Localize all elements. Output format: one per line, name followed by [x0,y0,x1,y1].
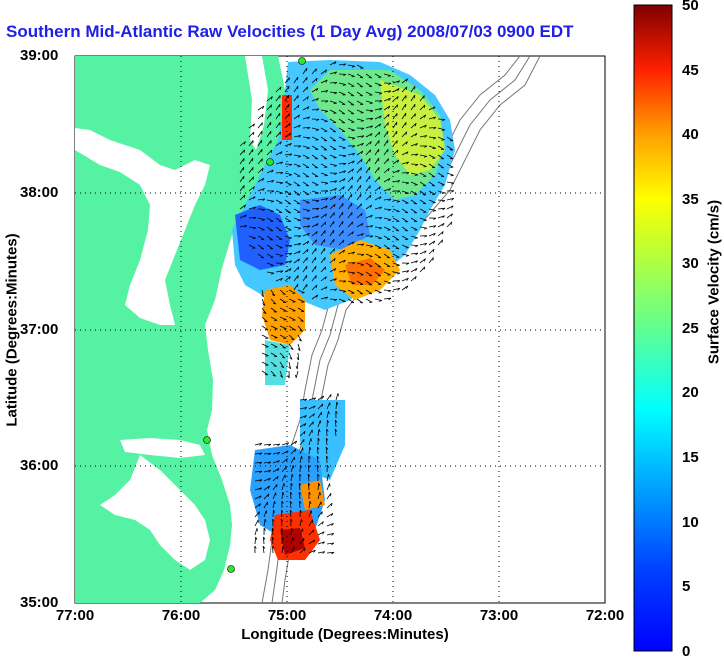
x-axis-label: Longitude (Degrees:Minutes) [150,626,540,643]
velocity-arrow-head [406,193,409,194]
colorbar-tick: 15 [682,449,699,466]
colorbar-tick: 30 [682,255,699,272]
colorbar-tick: 40 [682,126,699,143]
velocity-arrow-head [259,512,260,515]
velocity-arrow-head [352,76,355,77]
velocity-arrow-head [322,512,323,515]
velocity-arrow-head [307,258,308,261]
velocity-arrow-head [379,238,382,239]
velocity-arrow-head [311,510,312,513]
colorbar-tick: 10 [682,514,699,531]
colorbar-tick: 20 [682,384,699,401]
x-tick-label: 73:00 [469,607,529,624]
velocity-arrow-head [289,114,290,117]
velocity-arrow-head [289,78,290,81]
velocity-arrow-head [433,148,436,149]
velocity-arrow [411,164,418,165]
velocity-arrow-head [424,96,425,99]
velocity-arrow-head [343,231,344,234]
colorbar-tick: 45 [682,62,699,79]
velocity-arrow-head [397,265,400,266]
velocity-arrow-head [262,159,263,162]
velocity-arrow-head [283,294,286,295]
velocity-arrow-head [325,121,328,122]
velocity-arrow [384,209,391,210]
colorbar-label: Surface Velocity (cm/s) [706,200,723,364]
y-axis-label: Latitude (Degrees:Minutes) [4,233,21,426]
station-marker [228,566,235,573]
y-tick-label: 36:00 [20,457,72,474]
velocity-arrow-head [451,175,454,176]
velocity-arrow-head [271,211,274,212]
velocity-arrow [357,254,364,255]
velocity-arrow-head [397,141,398,144]
y-tick-label: 37:00 [20,321,72,338]
station-marker [299,58,306,65]
x-tick-label: 77:00 [45,607,105,624]
colorbar-tick: 50 [682,0,699,14]
velocity-arrow-head [352,283,355,284]
velocity-arrow-head [266,510,267,513]
colorbar-tick: 5 [682,578,690,595]
velocity-arrow-head [388,123,389,126]
station-marker [267,159,274,166]
x-tick-label: 74:00 [363,607,423,624]
y-tick-label: 39:00 [20,47,72,64]
colorbar [634,5,672,651]
y-tick-label: 38:00 [20,184,72,201]
x-tick-label: 72:00 [575,607,635,624]
velocity-arrow-head [424,220,427,221]
x-tick-label: 76:00 [151,607,211,624]
x-tick-label: 75:00 [257,607,317,624]
colorbar-tick: 35 [682,191,699,208]
velocity-arrow [438,119,445,120]
colorbar-tick: 25 [682,320,699,337]
velocity-arrow-head [334,213,335,216]
colorbar-tick: 0 [682,643,690,660]
station-marker [204,437,211,444]
velocity-arrow-head [316,276,317,279]
velocity-arrow-head [320,420,321,423]
velocity-arrow-head [293,465,294,468]
velocity-arrow-head [370,186,371,189]
velocity-arrow-head [361,168,362,171]
velocity-arrow-head [316,69,317,72]
velocity-arrow-head [298,166,301,167]
velocity-arrow [330,299,337,300]
velocity-arrow-head [286,467,287,470]
velocity-arrow-head [313,422,314,425]
velocity-arrow-head [262,123,263,126]
